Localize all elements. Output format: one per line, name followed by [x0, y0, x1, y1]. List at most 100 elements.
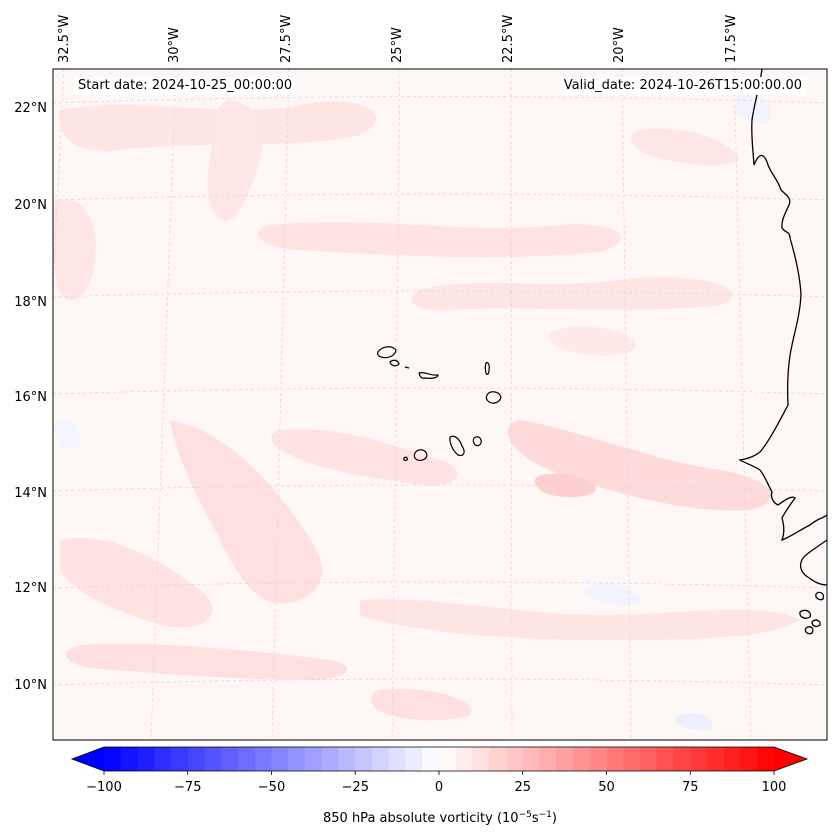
map-background [53, 69, 827, 740]
colorbar-cell [606, 747, 624, 771]
colorbar-cell [723, 747, 742, 771]
parallel-22n [53, 96, 827, 104]
island-santo-antao [377, 346, 397, 359]
colorbar-tick-label: 100 [762, 780, 787, 795]
parallel-12n [53, 581, 827, 589]
colorbar-tick-label: −75 [174, 780, 201, 795]
lon-label: 27.5°W [279, 15, 294, 63]
colorbar-cell [104, 747, 122, 771]
island-santiago [449, 435, 465, 457]
colorbar-cell [238, 747, 256, 771]
meridian-30w [150, 69, 177, 740]
lon-label: 17.5°W [724, 15, 739, 63]
colorbar-cell [506, 747, 524, 771]
lat-label: 10°N [14, 678, 47, 693]
lat-label: 20°N [14, 198, 47, 213]
meridian-17-5w [733, 69, 752, 740]
colorbar-cell [539, 747, 557, 771]
coastline-guinea-bissau [799, 539, 827, 586]
lon-labels: 32.5°W 30°W 27.5°W 25°W 22.5°W 20°W 17.5… [57, 15, 739, 63]
colorbar-tick-label: −25 [342, 780, 369, 795]
colorbar-cell [204, 747, 222, 771]
coastline [738, 69, 827, 635]
map-frame [52, 68, 828, 741]
colorbar-cell [221, 747, 239, 771]
colorbar-cell [707, 747, 725, 771]
lat-label: 18°N [14, 295, 47, 310]
colorbar-cell [288, 747, 306, 771]
lat-label: 16°N [14, 390, 47, 405]
parallel-20n [53, 193, 827, 201]
colorbar-extend-high [774, 747, 807, 771]
lon-label: 22.5°W [501, 15, 516, 63]
colorbar-cell [187, 747, 206, 771]
colorbar-cell [573, 747, 591, 771]
island-santa-luzia [404, 366, 410, 369]
cabo-verde-islands [377, 346, 502, 461]
vorticity-field [53, 94, 800, 731]
island-boa-vista [485, 391, 502, 404]
colorbar-cell [522, 747, 541, 771]
colorbar-cell [439, 747, 457, 771]
meridian-20w [621, 69, 632, 740]
meridian-25w [391, 69, 401, 740]
colorbar-label: 850 hPa absolute vorticity (10−5s−1) [323, 810, 557, 826]
meridian-27-5w [271, 69, 290, 740]
lat-label: 14°N [14, 486, 47, 501]
coastline-islet-a [811, 619, 821, 628]
colorbar-cell [254, 747, 273, 771]
colorbar-ticks: −100 −75 −50 −25 0 25 50 75 100 [86, 771, 786, 795]
parallel-18n [53, 290, 827, 298]
island-brava [403, 456, 408, 461]
island-sao-vicente [389, 359, 400, 367]
colorbar-cell [388, 747, 407, 771]
parallel-16n [53, 387, 827, 395]
lat-labels: 22°N 20°N 18°N 16°N 14°N 12°N 10°N [14, 101, 47, 693]
colorbar-cell [338, 747, 356, 771]
colorbar-tick-label: 75 [682, 780, 699, 795]
colorbar-tick-label: 0 [435, 780, 443, 795]
colorbar-cell [321, 747, 340, 771]
island-sal [484, 361, 490, 376]
coastline-bijagos [799, 609, 812, 619]
colorbar-tick-label: −100 [86, 780, 122, 795]
colorbar-extend-low [72, 747, 104, 771]
lon-label: 20°W [612, 27, 627, 63]
colorbar-cell [137, 747, 155, 771]
lon-label: 25°W [390, 27, 405, 63]
colorbar-cell [120, 747, 139, 771]
colorbar-cell [372, 747, 390, 771]
colorbar-cell [757, 747, 775, 771]
colorbar-tick-label: −50 [258, 780, 285, 795]
colorbar-cell [271, 747, 289, 771]
colorbar-cell [305, 747, 323, 771]
colorbar-cell [556, 747, 574, 771]
island-fogo [413, 449, 428, 461]
colorbar-cell [640, 747, 658, 771]
coastline-mauritania-senegal [738, 69, 827, 542]
colorbar-cell [623, 747, 641, 771]
graticule [53, 69, 827, 740]
colorbar-cell [489, 747, 507, 771]
lon-label: 32.5°W [57, 15, 72, 63]
colorbar-cell [455, 747, 474, 771]
valid-date-annotation: Valid_date: 2024-10-26T15:00:00.00 [559, 77, 806, 95]
coastline-islet-b [804, 626, 814, 635]
colorbar-cell [422, 747, 440, 771]
colorbar-cell [405, 747, 423, 771]
lat-label: 22°N [14, 101, 47, 116]
island-sao-nicolau [418, 371, 439, 379]
parallel-10n [53, 678, 827, 686]
colorbar-cells [104, 747, 775, 771]
colorbar-cell [740, 747, 758, 771]
colorbar-cell [589, 747, 608, 771]
colorbar-tick-label: 25 [514, 780, 531, 795]
colorbar-cell [154, 747, 172, 771]
colorbar-cell [472, 747, 490, 771]
colorbar-cell [656, 747, 675, 771]
lat-label: 12°N [14, 581, 47, 596]
parallel-14n [53, 484, 827, 492]
map-panel [52, 68, 828, 741]
coastline-islet-c [815, 591, 825, 601]
